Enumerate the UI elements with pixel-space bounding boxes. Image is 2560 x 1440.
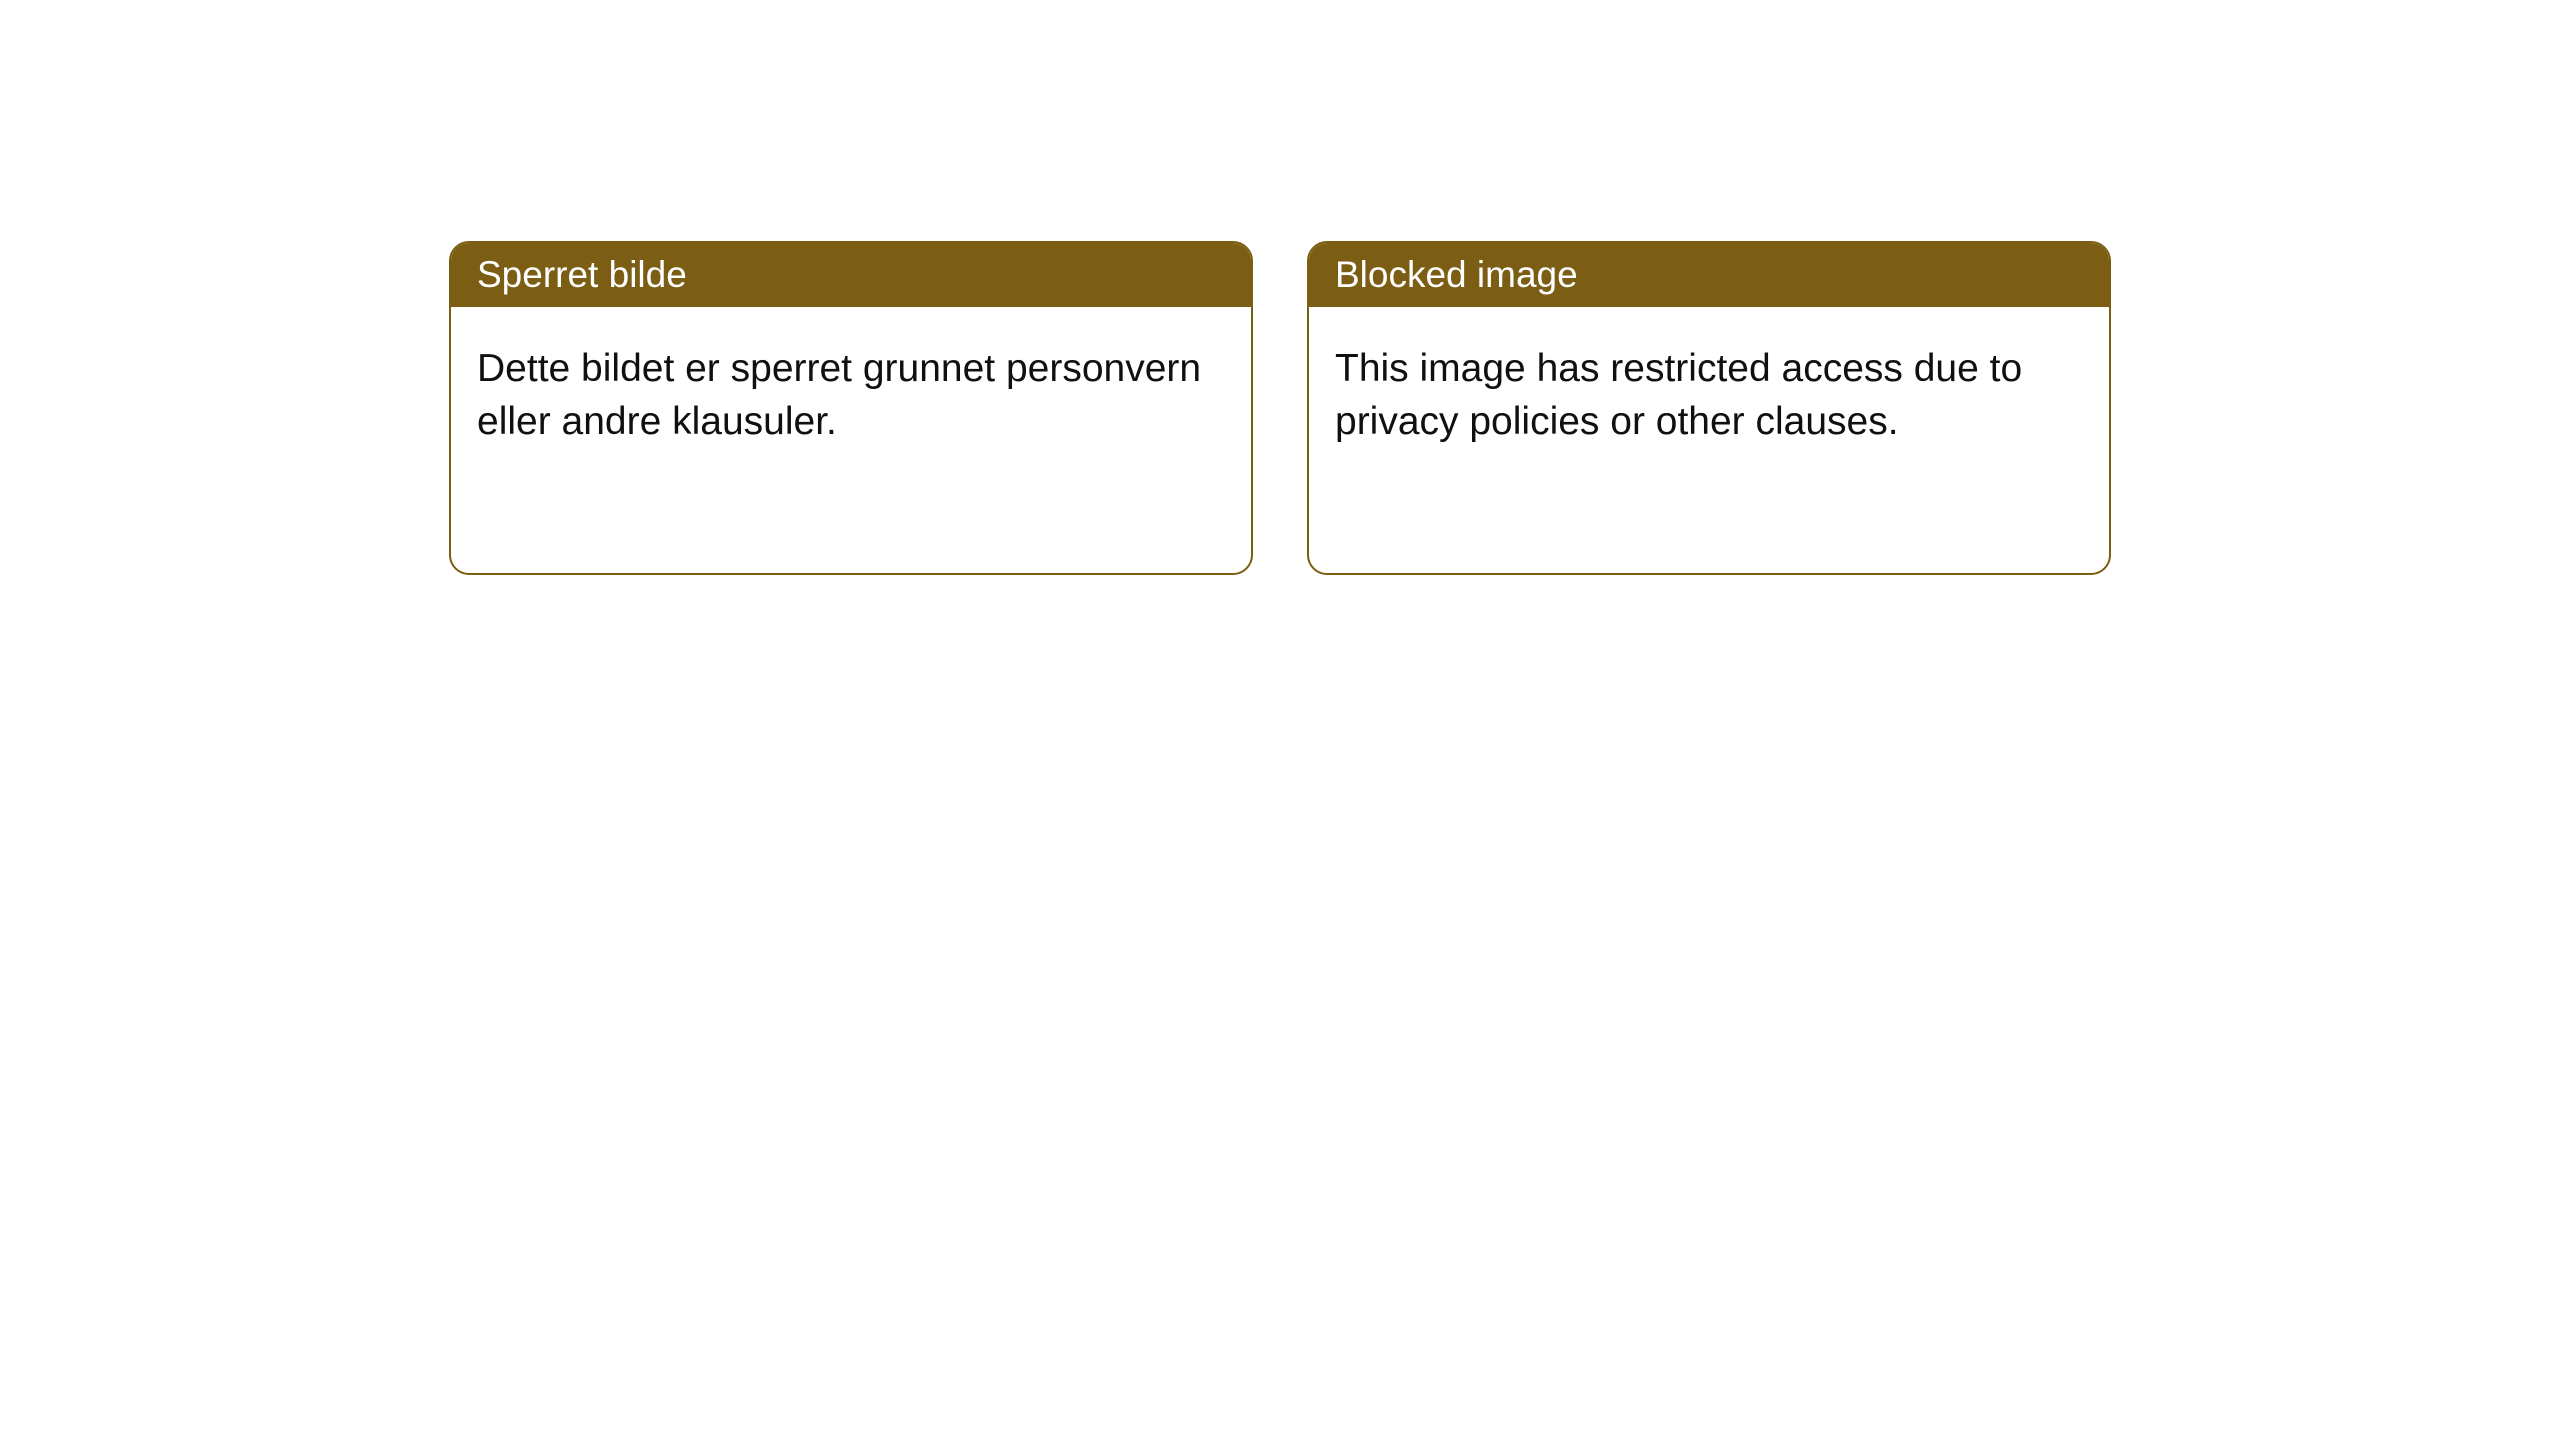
notice-card-header-norwegian: Sperret bilde — [451, 243, 1251, 307]
notice-card-container: Sperret bilde Dette bildet er sperret gr… — [449, 241, 2111, 575]
notice-card-body-norwegian: Dette bildet er sperret grunnet personve… — [451, 307, 1251, 474]
notice-card-english: Blocked image This image has restricted … — [1307, 241, 2111, 575]
notice-card-header-english: Blocked image — [1309, 243, 2109, 307]
notice-card-norwegian: Sperret bilde Dette bildet er sperret gr… — [449, 241, 1253, 575]
notice-card-body-english: This image has restricted access due to … — [1309, 307, 2109, 474]
